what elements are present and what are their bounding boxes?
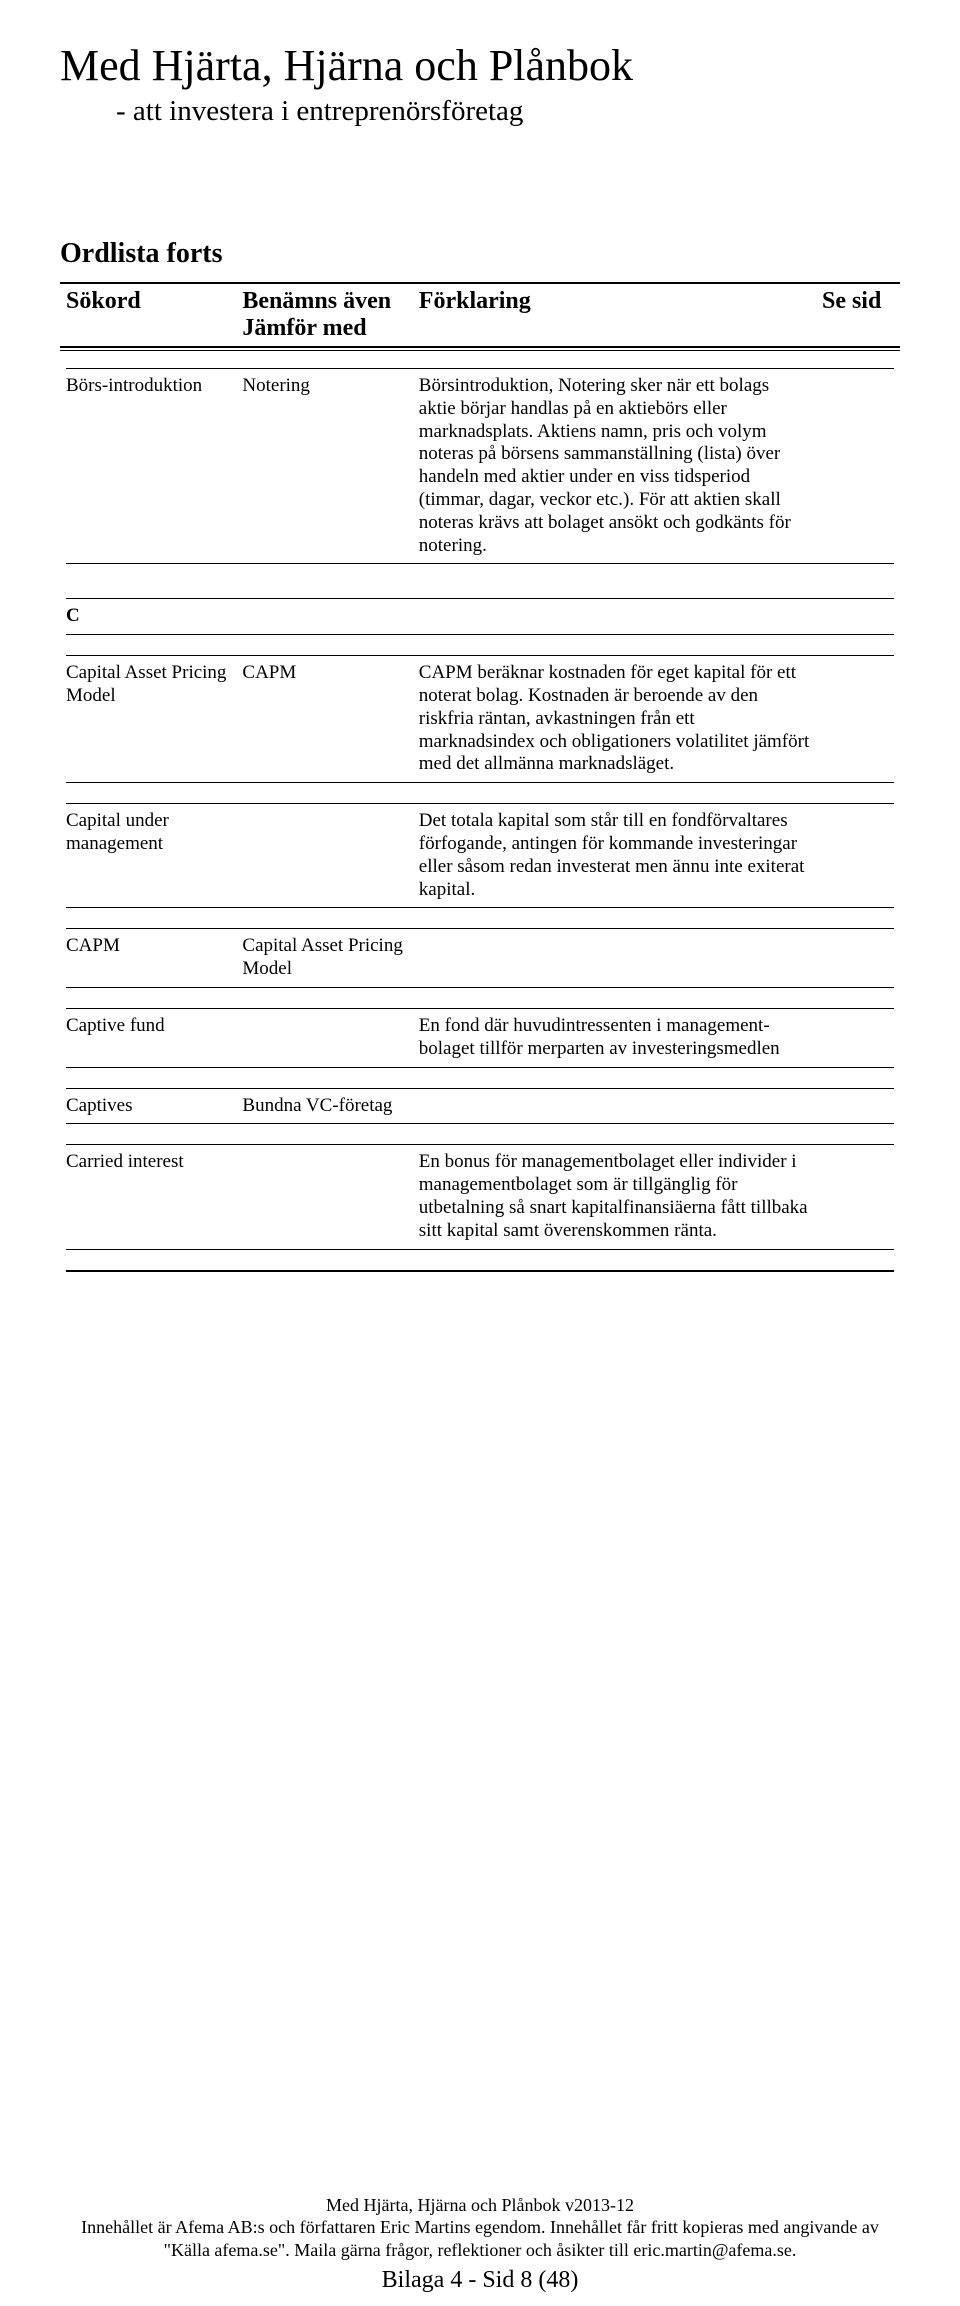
cell-sokord: Capital Asset Pricing Model <box>60 659 236 779</box>
cell-sesid <box>816 659 900 779</box>
cell-forklaring: Det totala kapital som står till en fond… <box>413 807 816 904</box>
footer-line2: Innehållet är Afema AB:s och författaren… <box>80 2216 880 2261</box>
section-letter: C <box>60 602 900 631</box>
table-rule <box>66 368 894 369</box>
cell-alias: CAPM <box>236 659 412 779</box>
cell-alias: Bundna VC-företag <box>236 1092 412 1121</box>
cell-sokord: CAPM <box>60 932 236 984</box>
table-rule <box>66 782 894 783</box>
table-row: CAPMCapital Asset Pricing Model <box>60 932 900 984</box>
cell-alias: Notering <box>236 372 412 560</box>
table-rule <box>66 928 894 929</box>
cell-alias <box>236 807 412 904</box>
table-rule <box>66 655 894 656</box>
cell-forklaring: En bonus för managementbolaget eller ind… <box>413 1148 816 1245</box>
table-rule <box>66 563 894 564</box>
cell-sokord: Carried interest <box>60 1148 236 1245</box>
table-rule <box>66 598 894 599</box>
col-header-sesid: Se sid <box>816 284 900 315</box>
cell-alias: Capital Asset Pricing Model <box>236 932 412 984</box>
table-rule <box>66 1144 894 1145</box>
cell-sokord: Captives <box>60 1092 236 1121</box>
footer: Med Hjärta, Hjärna och Plånbok v2013-12 … <box>0 2194 960 2262</box>
cell-sesid <box>816 1148 900 1245</box>
table-rule <box>66 1123 894 1124</box>
cell-sokord: Captive fund <box>60 1012 236 1064</box>
table-row: Capital under management Det totala kapit… <box>60 807 900 904</box>
cell-alias <box>236 1012 412 1064</box>
cell-forklaring: CAPM beräknar kostnaden för eget kapital… <box>413 659 816 779</box>
cell-forklaring: Börsintroduktion, Notering sker när ett … <box>413 372 816 560</box>
glossary-table: Sökord Benämns även Förklaring Se sid Jä… <box>60 282 900 1275</box>
table-rule <box>66 634 894 635</box>
document-title: Med Hjärta, Hjärna och Plånbok <box>60 40 900 91</box>
table-rule <box>66 907 894 908</box>
table-row: Börs-introduktionNoteringBörsintroduktio… <box>60 372 900 560</box>
table-rule <box>66 1008 894 1009</box>
col-header-benamns: Benämns även <box>236 284 412 315</box>
table-row: Captive fund En fond där huvudintressente… <box>60 1012 900 1064</box>
footer-line1: Med Hjärta, Hjärna och Plånbok v2013-12 <box>80 2194 880 2217</box>
cell-sesid <box>816 807 900 904</box>
cell-forklaring <box>413 932 816 984</box>
document-subtitle: - att investera i entreprenörsföretag <box>116 95 900 128</box>
table-rule <box>66 1270 894 1272</box>
table-rule <box>66 1067 894 1068</box>
col-header-sokord: Sökord <box>60 284 236 315</box>
section-header: Ordlista forts <box>60 238 900 270</box>
cell-sokord: Börs-introduktion <box>60 372 236 560</box>
table-rule <box>66 987 894 988</box>
table-rule <box>66 1088 894 1089</box>
page-number: Bilaga 4 - Sid 8 (48) <box>0 2267 960 2294</box>
cell-sesid <box>816 372 900 560</box>
cell-alias <box>236 1148 412 1245</box>
table-row: CaptivesBundna VC-företag <box>60 1092 900 1121</box>
col-header-jamfor: Jämför med <box>236 315 412 346</box>
cell-forklaring: En fond där huvudintressenten i manageme… <box>413 1012 816 1064</box>
table-row: Capital Asset Pricing ModelCAPMCAPM berä… <box>60 659 900 779</box>
cell-forklaring <box>413 1092 816 1121</box>
table-row: Carried interest En bonus för managementb… <box>60 1148 900 1245</box>
cell-sesid <box>816 1012 900 1064</box>
cell-sokord: Capital under management <box>60 807 236 904</box>
col-header-forklaring: Förklaring <box>413 284 816 315</box>
table-rule <box>66 803 894 804</box>
table-rule <box>66 1249 894 1250</box>
cell-sesid <box>816 932 900 984</box>
cell-sesid <box>816 1092 900 1121</box>
